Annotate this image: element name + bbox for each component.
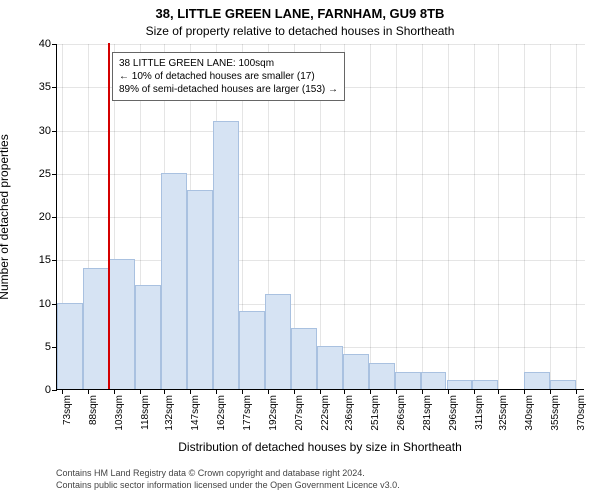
histogram-bar [135,285,161,389]
grid-line-v [576,44,577,390]
histogram-bar [161,173,187,389]
histogram-bar [239,311,265,389]
x-tick-label: 132sqm [164,395,175,431]
x-axis-title: Distribution of detached houses by size … [56,440,584,454]
histogram-bar [317,346,343,389]
x-tick-label: 370sqm [576,395,587,431]
y-tick-label: 30 [39,125,51,137]
x-tick-mark [396,389,397,394]
y-tick-mark [52,44,57,45]
y-tick-label: 0 [45,384,51,396]
x-tick-mark [190,389,191,394]
y-tick-label: 10 [39,298,51,310]
x-tick-mark [550,389,551,394]
y-tick-label: 20 [39,211,51,223]
annotation-line: 38 LITTLE GREEN LANE: 100sqm [119,57,338,70]
x-tick-mark [344,389,345,394]
x-tick-label: 355sqm [550,395,561,431]
footer-attribution: Contains HM Land Registry data © Crown c… [56,468,400,491]
x-tick-mark [448,389,449,394]
x-tick-mark [498,389,499,394]
y-tick-mark [52,174,57,175]
x-tick-mark [474,389,475,394]
histogram-bar [472,380,498,389]
x-tick-label: 251sqm [370,395,381,431]
annotation-line: ← 10% of detached houses are smaller (17… [119,70,338,83]
x-tick-label: 207sqm [294,395,305,431]
x-tick-label: 222sqm [320,395,331,431]
x-tick-label: 162sqm [216,395,227,431]
x-tick-mark [422,389,423,394]
x-tick-label: 340sqm [524,395,535,431]
histogram-bar [109,259,135,389]
y-tick-label: 40 [39,38,51,50]
y-tick-mark [52,87,57,88]
histogram-bar [395,372,421,389]
y-tick-mark [52,260,57,261]
y-tick-label: 5 [45,341,51,353]
annotation-box: 38 LITTLE GREEN LANE: 100sqm← 10% of det… [112,52,345,101]
y-tick-label: 25 [39,168,51,180]
y-tick-label: 35 [39,81,51,93]
histogram-bar [187,190,213,389]
x-tick-label: 266sqm [396,395,407,431]
histogram-bar [343,354,369,389]
x-tick-mark [268,389,269,394]
x-tick-mark [294,389,295,394]
x-tick-mark [242,389,243,394]
footer-line: Contains HM Land Registry data © Crown c… [56,468,400,480]
x-tick-mark [370,389,371,394]
x-tick-mark [88,389,89,394]
x-tick-mark [216,389,217,394]
histogram-bar [550,380,576,389]
x-tick-label: 118sqm [140,395,151,430]
x-tick-mark [114,389,115,394]
x-tick-label: 103sqm [114,395,125,431]
grid-line-v [370,44,371,390]
x-tick-label: 147sqm [190,395,201,431]
histogram-bar [265,294,291,389]
y-tick-mark [52,131,57,132]
grid-line-v [498,44,499,390]
grid-line-v [474,44,475,390]
y-axis-title: Number of detached properties [0,134,11,299]
histogram-bar [57,303,83,390]
property-size-histogram: 38, LITTLE GREEN LANE, FARNHAM, GU9 8TB … [0,0,600,500]
x-tick-label: 311sqm [474,395,485,430]
histogram-bar [369,363,395,389]
grid-line-v [550,44,551,390]
property-marker-line [108,43,110,389]
x-tick-mark [320,389,321,394]
x-tick-label: 177sqm [242,395,253,431]
x-tick-label: 73sqm [62,395,73,425]
x-tick-mark [524,389,525,394]
histogram-bar [291,328,317,389]
x-tick-mark [140,389,141,394]
y-tick-mark [52,390,57,391]
grid-line-v [422,44,423,390]
histogram-bar [213,121,239,389]
x-tick-label: 281sqm [422,395,433,431]
footer-line: Contains public sector information licen… [56,480,400,492]
y-tick-mark [52,217,57,218]
chart-subtitle: Size of property relative to detached ho… [0,24,600,38]
x-tick-mark [164,389,165,394]
x-tick-label: 236sqm [344,395,355,431]
x-tick-label: 325sqm [498,395,509,431]
grid-line-v [448,44,449,390]
x-tick-mark [62,389,63,394]
x-tick-label: 192sqm [268,395,279,431]
histogram-bar [421,372,447,389]
grid-line-v [524,44,525,390]
grid-line-v [396,44,397,390]
y-tick-label: 15 [39,254,51,266]
x-tick-label: 296sqm [448,395,459,431]
x-tick-label: 88sqm [88,395,99,425]
histogram-bar [447,380,473,389]
x-tick-mark [576,389,577,394]
annotation-line: 89% of semi-detached houses are larger (… [119,83,338,96]
histogram-bar [83,268,109,389]
histogram-bar [524,372,550,389]
chart-title: 38, LITTLE GREEN LANE, FARNHAM, GU9 8TB [0,6,600,21]
